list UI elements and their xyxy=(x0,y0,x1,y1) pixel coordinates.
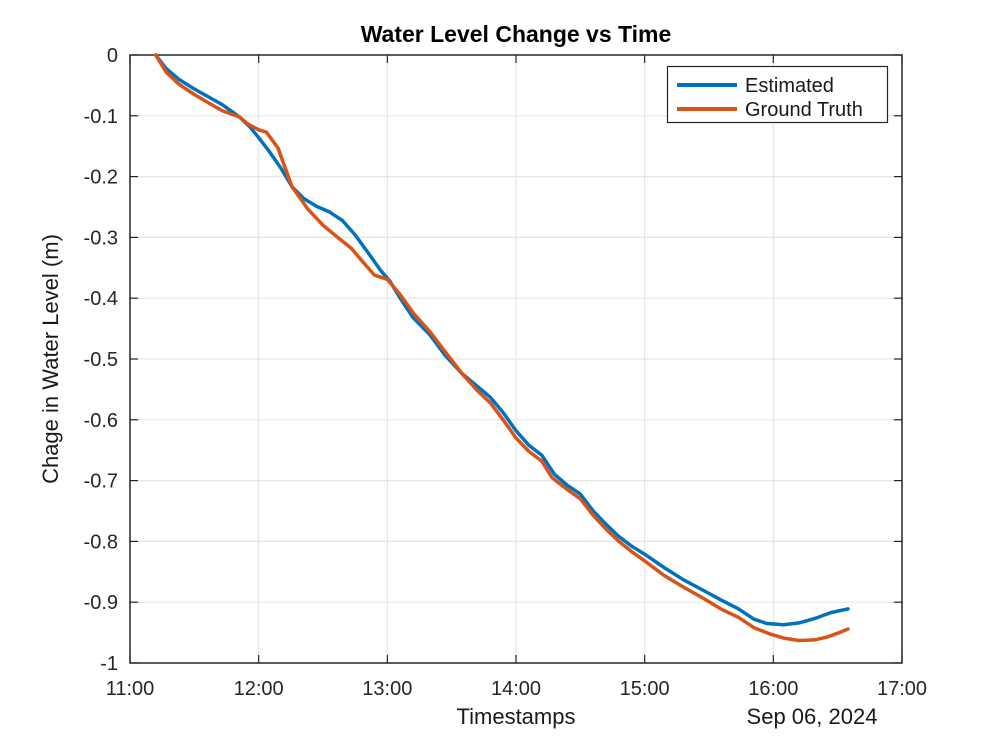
series-line-estimated xyxy=(153,53,850,627)
x-tick-label: 17:00 xyxy=(877,678,927,700)
x-tick-label: 15:00 xyxy=(620,678,670,700)
y-tick-labels: 0 -0.1 -0.2 -0.3 -0.4 -0.5 -0.6 -0.7 -0.8 -0.9 -1 xyxy=(84,45,118,675)
x-tick-label: 13:00 xyxy=(362,678,412,700)
y-tick-label: -0.9 xyxy=(84,592,118,614)
gridlines xyxy=(130,55,902,663)
legend-label-estimated: Estimated xyxy=(745,75,834,97)
x-axis-label: Timestamps xyxy=(457,704,576,729)
x-tick-label: 11:00 xyxy=(106,678,155,700)
series-line-ground-truth xyxy=(153,53,850,643)
x-tick-label: 14:00 xyxy=(491,678,541,700)
chart-title: Water Level Change vs Time xyxy=(361,21,672,47)
y-tick-label: -0.2 xyxy=(84,167,118,189)
legend-box xyxy=(666,65,889,124)
y-tick-label: -0.4 xyxy=(84,288,118,310)
y-tick-label: -0.3 xyxy=(84,227,118,249)
data-series xyxy=(153,53,850,643)
x-tick-labels: 11:00 12:00 13:00 14:00 15:00 16:00 17:00 xyxy=(106,678,927,700)
y-tick-label: -0.1 xyxy=(84,106,118,128)
y-tick-label: -0.8 xyxy=(84,531,118,553)
axis-ticks xyxy=(129,54,903,664)
y-tick-label: -0.5 xyxy=(84,349,118,371)
date-annotation: Sep 06, 2024 xyxy=(747,704,878,729)
y-axis-label: Chage in Water Level (m) xyxy=(38,234,63,484)
legend: Estimated Ground Truth xyxy=(666,65,889,124)
y-tick-label: -1 xyxy=(100,653,118,675)
y-tick-label: -0.7 xyxy=(84,471,118,493)
y-tick-label: 0 xyxy=(107,45,118,67)
legend-label-ground-truth: Ground Truth xyxy=(745,99,863,121)
x-tick-label: 12:00 xyxy=(234,678,284,700)
x-tick-label: 16:00 xyxy=(748,678,798,700)
y-tick-label: -0.6 xyxy=(84,410,118,432)
